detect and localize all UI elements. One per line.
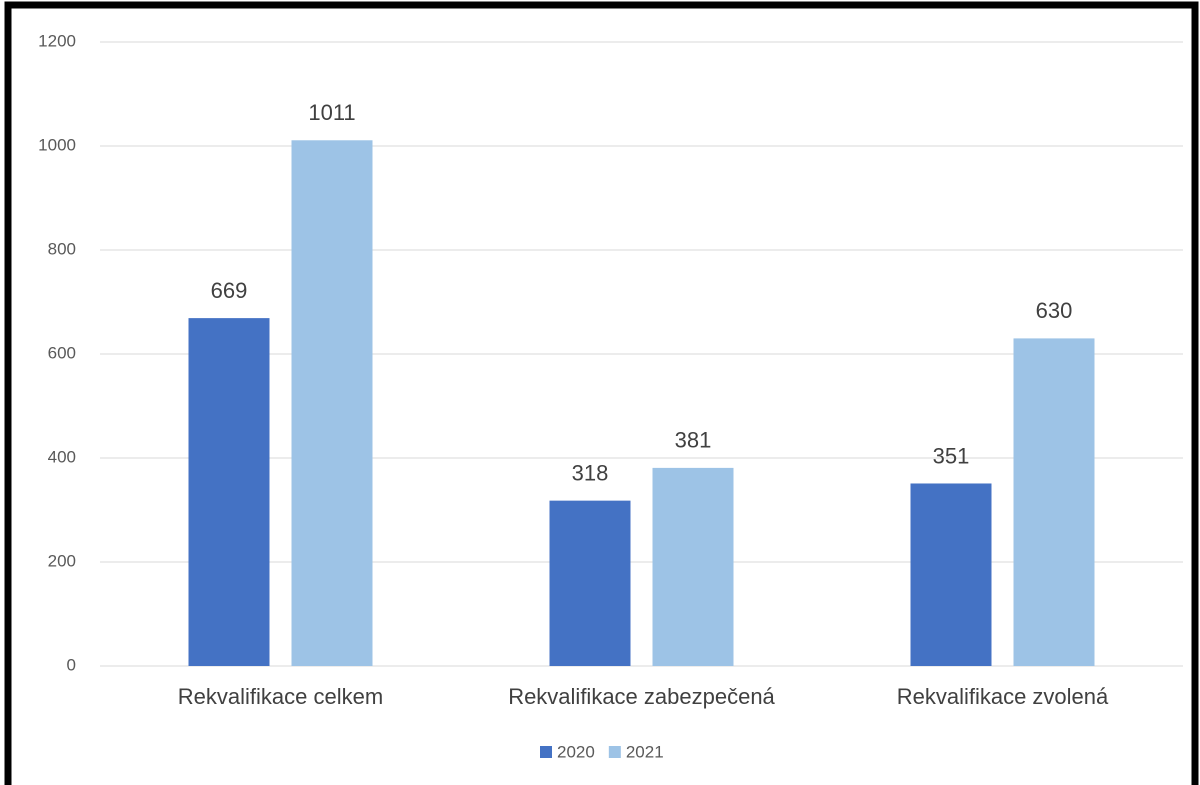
data-label: 669	[211, 278, 248, 303]
data-label: 1011	[308, 100, 355, 125]
y-tick-label: 0	[67, 655, 76, 674]
y-tick-label: 800	[48, 239, 76, 258]
y-tick-label: 400	[48, 447, 76, 466]
legend-swatch	[608, 746, 621, 758]
bar	[1013, 338, 1095, 666]
bar	[291, 140, 373, 666]
x-tick-label: Rekvalifikace zvolená	[897, 684, 1109, 709]
data-label: 630	[1036, 298, 1073, 323]
x-tick-label: Rekvalifikace celkem	[178, 684, 383, 709]
legend-label: 2021	[626, 742, 664, 761]
bar	[188, 318, 270, 666]
data-label: 351	[933, 443, 970, 468]
y-tick-label: 200	[48, 551, 76, 570]
legend-swatch	[540, 746, 552, 758]
x-tick-label: Rekvalifikace zabezpečená	[508, 684, 775, 709]
legend-label: 2020	[557, 742, 595, 761]
bar	[549, 500, 631, 666]
data-label: 381	[675, 428, 712, 453]
data-label: 318	[572, 460, 609, 485]
bar	[652, 467, 734, 666]
frame	[4, 1, 1199, 785]
y-tick-label: 1200	[38, 31, 76, 50]
y-tick-label: 1000	[38, 135, 76, 154]
y-tick-label: 600	[48, 343, 76, 362]
bar	[910, 483, 992, 666]
